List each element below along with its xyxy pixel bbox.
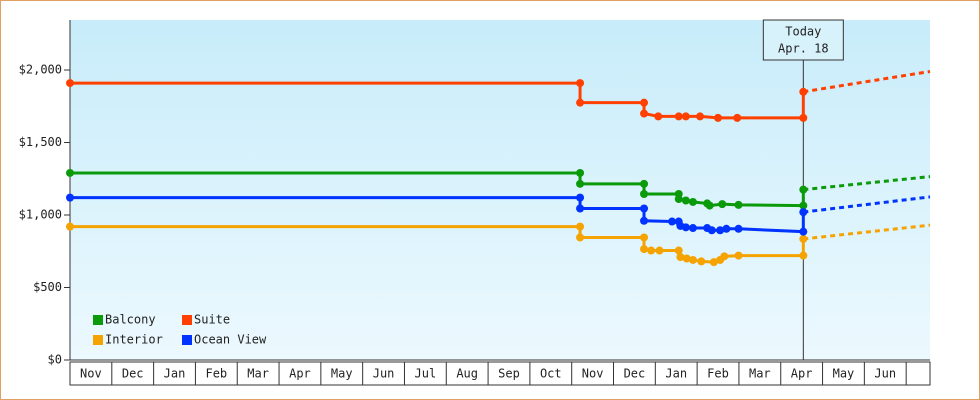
data-point (734, 224, 743, 233)
x-tick-label: Mar (247, 367, 269, 381)
data-point (647, 246, 656, 255)
x-tick-label: Jul (415, 367, 437, 381)
data-point (640, 98, 649, 107)
data-point (688, 255, 697, 264)
legend-label: Interior (105, 333, 163, 347)
x-tick-label: Oct (540, 367, 562, 381)
data-point (576, 98, 585, 107)
x-tick-label: Apr (791, 367, 813, 381)
x-tick-label: Jan (665, 367, 687, 381)
today-label: Today (785, 25, 821, 39)
x-tick-label: Jun (874, 367, 896, 381)
data-point (697, 257, 706, 266)
x-tick-label: Nov (80, 367, 102, 381)
y-tick-label: $1,000 (19, 208, 62, 222)
data-point (681, 196, 690, 205)
projection-line (803, 175, 931, 192)
data-point (674, 112, 683, 121)
data-point (66, 168, 74, 177)
data-point (640, 204, 649, 213)
legend-label: Ocean View (194, 333, 267, 347)
data-point (576, 233, 585, 242)
data-point (720, 252, 729, 261)
legend-label: Balcony (105, 313, 156, 327)
data-point (66, 79, 74, 88)
legend-label: Suite (194, 313, 230, 327)
data-point (696, 112, 705, 121)
data-point (576, 179, 585, 188)
data-point (799, 185, 808, 194)
data-point (799, 234, 808, 243)
x-tick-label: Aug (456, 367, 478, 381)
data-point (576, 193, 585, 202)
y-tick-label: $2,000 (19, 63, 62, 77)
x-tick-label: Jun (373, 367, 395, 381)
x-tick-label: Sep (498, 367, 520, 381)
legend-swatch (93, 315, 103, 325)
y-tick-label: $0 (48, 353, 62, 367)
data-point (576, 222, 585, 231)
data-point (709, 258, 718, 267)
data-point (681, 223, 690, 232)
today-box (762, 19, 844, 61)
data-point (707, 226, 716, 235)
y-tick-label: $1,500 (19, 135, 62, 149)
data-point (733, 113, 742, 122)
data-point (722, 224, 731, 233)
data-point (688, 197, 697, 206)
plot-area (70, 20, 930, 360)
data-point (799, 227, 808, 236)
data-point (640, 109, 649, 118)
data-point (640, 233, 649, 242)
x-tick-label: Apr (289, 367, 311, 381)
data-point (705, 201, 714, 210)
data-point (682, 254, 691, 263)
x-tick-label: Mar (749, 367, 771, 381)
x-tick-label: Nov (582, 367, 604, 381)
legend-swatch (182, 335, 192, 345)
data-point (681, 112, 690, 121)
x-tick-label: Feb (707, 367, 729, 381)
x-tick-label: Jan (164, 367, 186, 381)
x-tick-label: Feb (205, 367, 227, 381)
x-tick-label: May (331, 367, 353, 381)
data-point (714, 113, 723, 122)
data-point (799, 201, 808, 210)
data-point (799, 208, 808, 217)
x-tick-label: May (833, 367, 855, 381)
data-point (668, 217, 677, 226)
data-point (640, 189, 649, 198)
data-point (640, 179, 649, 188)
data-point (655, 246, 664, 255)
data-point (799, 251, 808, 260)
x-tick-label: Dec (122, 367, 144, 381)
projection-line (803, 223, 931, 241)
data-point (799, 87, 808, 96)
data-point (654, 112, 663, 121)
projection-line (803, 69, 931, 94)
legend-swatch (93, 335, 103, 345)
data-point (799, 113, 808, 122)
data-point (66, 222, 74, 231)
data-point (734, 251, 743, 260)
data-point (688, 224, 697, 233)
data-point (576, 168, 585, 177)
data-point (716, 226, 725, 235)
data-point (640, 245, 649, 254)
x-tick-label: Dec (624, 367, 646, 381)
data-point (66, 193, 74, 202)
data-point (674, 246, 683, 255)
data-point (576, 79, 585, 88)
data-point (576, 204, 585, 213)
data-point (640, 216, 649, 225)
projection-line (803, 195, 931, 214)
data-point (718, 200, 727, 209)
today-label: Apr. 18 (778, 42, 829, 56)
legend-swatch (182, 315, 192, 325)
data-point (674, 195, 683, 204)
data-point (734, 200, 743, 209)
y-tick-label: $500 (33, 280, 62, 294)
data-point (676, 253, 685, 262)
